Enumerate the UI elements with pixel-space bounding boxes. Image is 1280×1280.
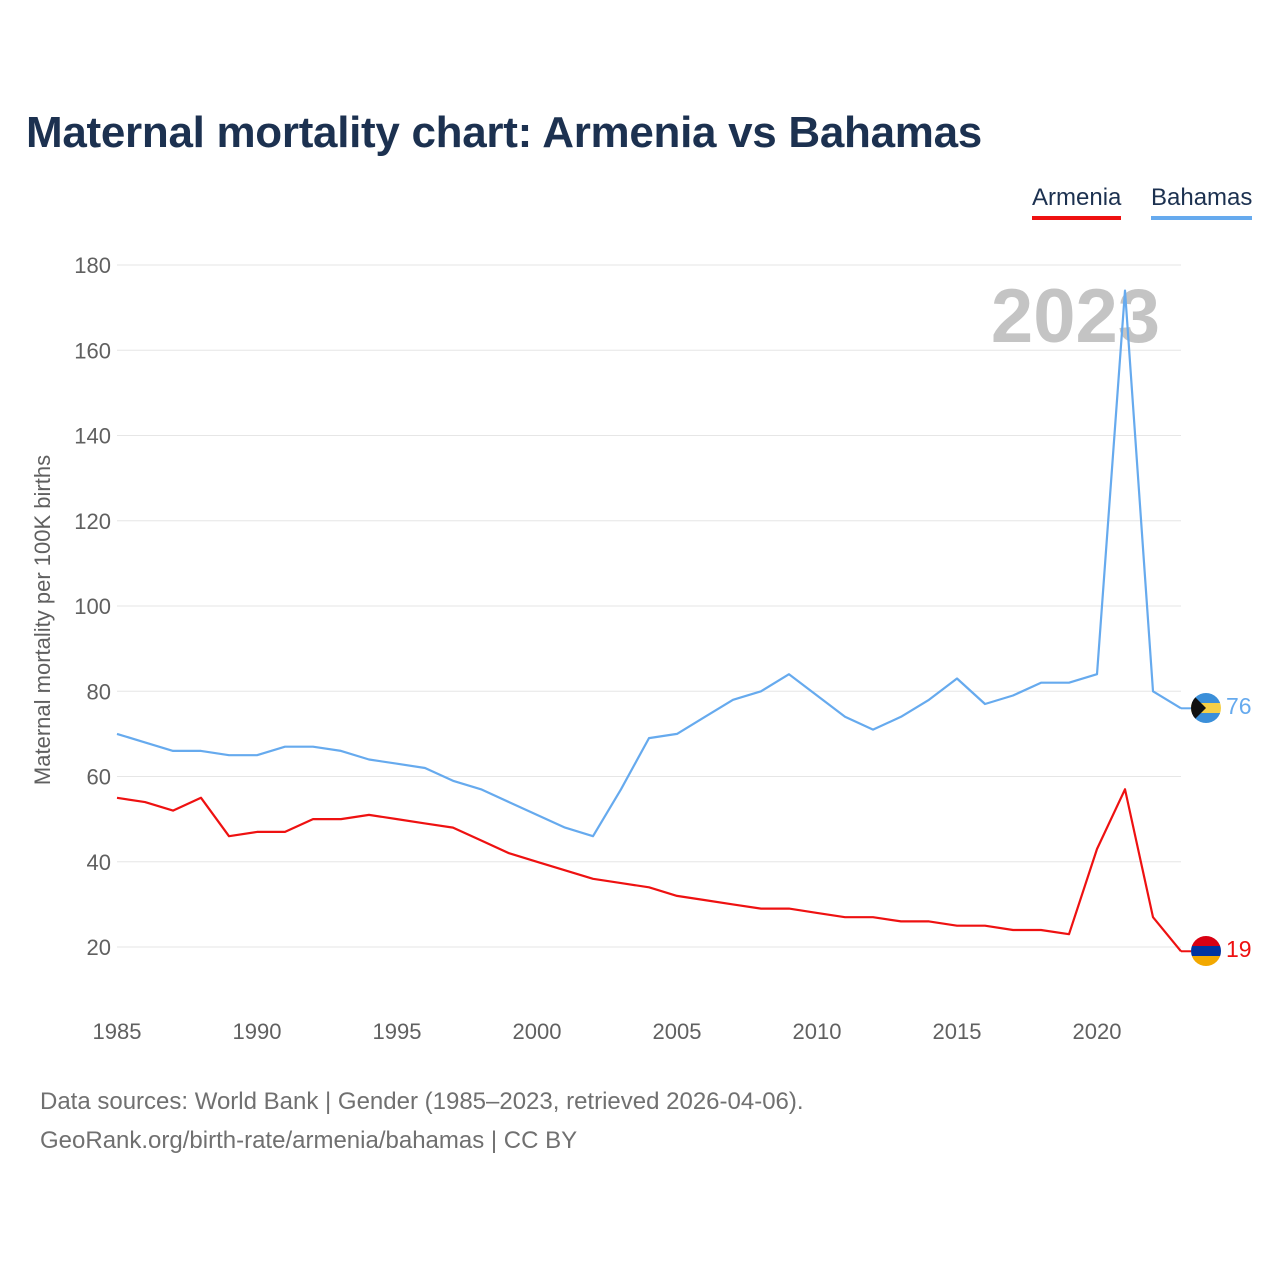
armenia-flag-icon bbox=[1191, 936, 1221, 966]
x-tick-label: 1995 bbox=[373, 1019, 422, 1044]
year-overlay: 2023 bbox=[991, 274, 1160, 359]
series-line-armenia[interactable] bbox=[116, 788, 1182, 952]
legend-bahamas[interactable]: Bahamas bbox=[1151, 184, 1253, 220]
y-tick-label: 180 bbox=[74, 253, 111, 278]
bahamas-end-value-label: 76 bbox=[1226, 693, 1252, 719]
chart-title: Maternal mortality chart: Armenia vs Bah… bbox=[26, 108, 982, 157]
source-link[interactable]: GeoRank.org/birth-rate/armenia/bahamas |… bbox=[40, 1127, 578, 1154]
y-tick-label: 40 bbox=[87, 850, 111, 875]
x-tick-labels: 1985 1990 1995 2000 2005 2010 2015 2020 bbox=[93, 1019, 1122, 1044]
x-tick-label: 2015 bbox=[933, 1019, 982, 1044]
y-tick-label: 20 bbox=[87, 935, 111, 960]
x-tick-label: 2010 bbox=[793, 1019, 842, 1044]
x-tick-label: 2020 bbox=[1073, 1019, 1122, 1044]
y-tick-label: 120 bbox=[74, 509, 111, 534]
y-tick-label: 160 bbox=[74, 338, 111, 363]
x-tick-label: 1990 bbox=[233, 1019, 282, 1044]
y-tick-label: 100 bbox=[74, 594, 111, 619]
y-axis-title: Maternal mortality per 100K births bbox=[30, 455, 55, 785]
y-tick-label: 140 bbox=[74, 424, 111, 449]
source-note: Data sources: World Bank | Gender (1985–… bbox=[40, 1088, 804, 1115]
series-line-bahamas[interactable] bbox=[116, 289, 1182, 838]
grid-lines bbox=[117, 264, 1181, 948]
y-tick-label: 60 bbox=[87, 765, 111, 790]
armenia-end-value-label: 19 bbox=[1226, 936, 1252, 962]
y-tick-label: 80 bbox=[87, 679, 111, 704]
x-tick-label: 2005 bbox=[653, 1019, 702, 1044]
bahamas-flag-icon bbox=[1191, 693, 1221, 723]
series-lines bbox=[116, 289, 1191, 953]
x-tick-label: 2000 bbox=[513, 1019, 562, 1044]
legend-armenia[interactable]: Armenia bbox=[1032, 184, 1122, 220]
y-tick-labels: 20 40 60 80 100 120 140 160 180 bbox=[74, 253, 111, 960]
x-tick-label: 1985 bbox=[93, 1019, 142, 1044]
